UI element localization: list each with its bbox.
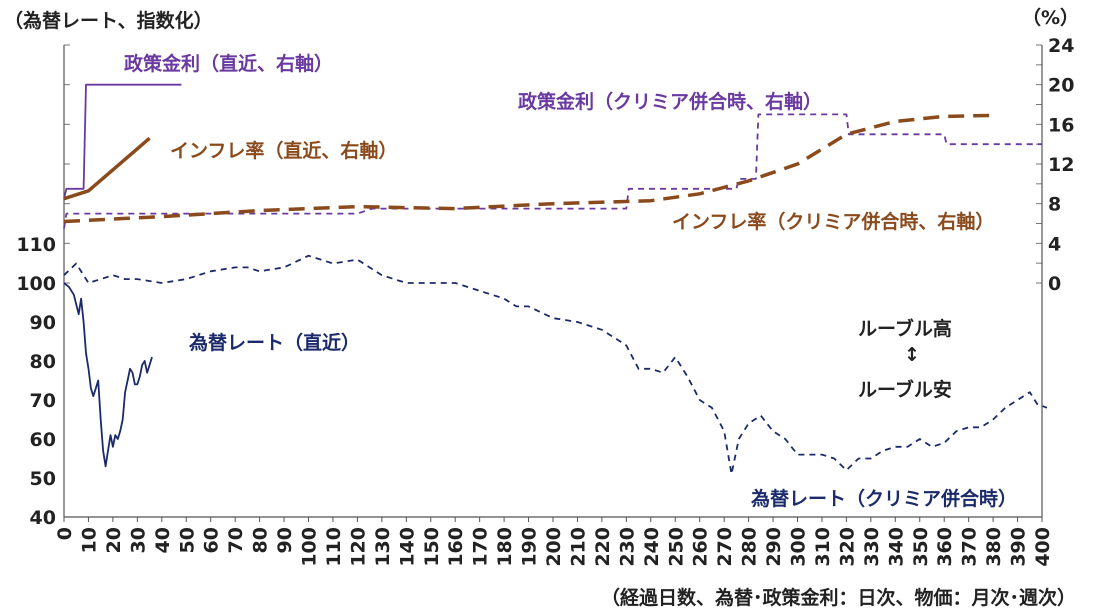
x-tick-label: 30 [127, 527, 149, 553]
x-tick-label: 70 [225, 527, 247, 553]
right-tick-label: 8 [1048, 194, 1061, 216]
x-tick-label: 10 [78, 527, 100, 553]
x-tick-label: 110 [323, 527, 345, 567]
series-line-inflation-dashed [63, 113, 994, 224]
x-tick-label: 250 [665, 527, 687, 567]
x-tick-label: 200 [543, 527, 565, 567]
grid-lines [64, 44, 1042, 284]
right-tick-label: 12 [1048, 154, 1074, 176]
rate-recent-label: 政策金利（直近、右軸） [124, 52, 333, 75]
x-tick-label: 300 [788, 527, 810, 567]
x-tick-label: 190 [519, 527, 541, 567]
x-tick-label: 140 [396, 527, 418, 567]
x-tick-label: 280 [739, 527, 761, 567]
left-tick-label: 90 [30, 312, 56, 334]
x-tick-label: 320 [836, 527, 858, 567]
x-tick-label: 330 [861, 527, 883, 567]
x-tick-label: 150 [421, 527, 443, 567]
series-line-fx-solid [63, 282, 153, 468]
x-tick-label: 90 [274, 527, 296, 553]
series-line-rate-solid [63, 83, 182, 199]
x-tick-label: 170 [470, 527, 492, 567]
x-tick-label: 100 [299, 527, 321, 567]
left-tick-label: 70 [30, 390, 56, 412]
right-axis-title: （%） [1022, 6, 1079, 29]
x-tick-label: 60 [201, 527, 223, 553]
x-tick-label: 160 [445, 527, 467, 567]
x-tick-label: 360 [934, 527, 956, 567]
series-line-rate-dashed [63, 113, 1042, 229]
series-line-fx-dashed [63, 254, 1048, 476]
x-tick-label: 230 [616, 527, 638, 567]
x-tick-label: 50 [176, 527, 198, 553]
fx-recent-label: 為替レート（直近） [189, 331, 360, 354]
left-tick-label: 100 [16, 273, 56, 295]
x-tick-label: 40 [152, 527, 174, 553]
x-tick-label: 0 [54, 527, 76, 540]
x-tick-label: 270 [714, 527, 736, 567]
x-tick-label: 210 [567, 527, 589, 567]
x-tick-label: 120 [347, 527, 369, 567]
x-tick-label: 180 [494, 527, 516, 567]
series-layer [63, 83, 1048, 476]
right-tick-label: 24 [1048, 35, 1074, 57]
fx-crimea-label: 為替レート（クリミア併合時） [751, 487, 1017, 510]
x-axis-note: （経過日数、為替･政策金利：日次、物価：月次･週次） [601, 586, 1076, 609]
inflation-recent-label: インフレ率（直近、右軸） [170, 139, 397, 162]
x-tick-label: 400 [1032, 527, 1054, 567]
x-tick-label: 220 [592, 527, 614, 567]
ruble-low-label: ルーブル安 [858, 378, 952, 401]
left-tick-label: 60 [30, 429, 56, 451]
x-tick-label: 370 [959, 527, 981, 567]
x-tick-label: 130 [372, 527, 394, 567]
left-tick-label: 50 [30, 468, 56, 490]
series-line-inflation-solid [63, 136, 151, 201]
ruble-arrow: ↕ [904, 344, 920, 366]
x-tick-label: 390 [1008, 527, 1030, 567]
inflation-crimea-label: インフレ率（クリミア併合時、右軸） [672, 210, 994, 233]
right-tick-label: 0 [1048, 273, 1061, 295]
x-tick-label: 240 [641, 527, 663, 567]
right-tick-label: 20 [1048, 75, 1074, 97]
x-tick-label: 380 [983, 527, 1005, 567]
left-axis-title: （為替レート、指数化） [4, 9, 213, 32]
x-tick-label: 350 [910, 527, 932, 567]
x-tick-label: 310 [812, 527, 834, 567]
left-tick-label: 110 [16, 234, 56, 256]
ruble-high-label: ルーブル高 [858, 317, 952, 340]
right-tick-label: 4 [1048, 233, 1061, 255]
x-tick-label: 80 [250, 527, 272, 553]
left-tick-label: 40 [30, 507, 56, 529]
rate-crimea-label: 政策金利（クリミア併合時、右軸） [518, 90, 822, 113]
x-tick-label: 20 [103, 527, 125, 553]
x-tick-label: 340 [885, 527, 907, 567]
x-tick-label: 260 [690, 527, 712, 567]
right-tick-label: 16 [1048, 114, 1074, 136]
x-tick-label: 290 [763, 527, 785, 567]
left-tick-label: 80 [30, 351, 56, 373]
